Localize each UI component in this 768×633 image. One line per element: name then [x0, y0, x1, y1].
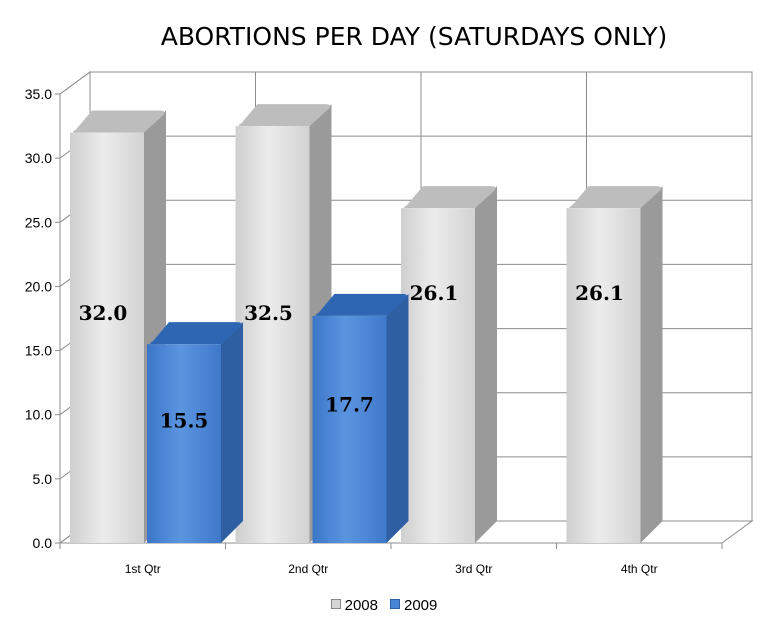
bar-front — [147, 344, 221, 543]
bar-front — [312, 315, 387, 543]
legend-entry-2009: 2009 — [390, 597, 437, 614]
data-label-2008-3: 26.1 — [410, 281, 459, 305]
y-tick-label: 0.0 — [33, 535, 53, 551]
legend-label: 2008 — [344, 597, 378, 614]
x-tick-label: 1st Qtr — [125, 562, 161, 576]
bar-front — [70, 132, 144, 543]
data-label-2008-4: 26.1 — [575, 281, 624, 305]
bar-side — [475, 186, 497, 543]
bar-top — [73, 110, 165, 133]
x-axis: 1st Qtr 2nd Qtr 3rd Qtr 4th Qtr — [59, 543, 723, 576]
y-tick-label: 5.0 — [33, 471, 53, 487]
bar-2008-3rd-qtr — [401, 186, 497, 543]
gridline — [59, 71, 752, 95]
y-tick-label: 10.0 — [25, 407, 52, 423]
data-label-2009-1: 15.5 — [160, 409, 209, 433]
bar-front — [235, 126, 310, 544]
y-tick-label: 15.0 — [25, 343, 52, 359]
bar-2008-4th-qtr — [566, 186, 663, 543]
bars — [70, 104, 663, 544]
legend-swatch — [390, 599, 400, 609]
bar-side — [221, 322, 243, 543]
y-tick-label: 35.0 — [25, 86, 52, 102]
data-label-2008-2: 32.5 — [244, 301, 293, 325]
bar-2009-2nd-qtr — [312, 293, 409, 543]
data-labels: 32.0 32.5 26.1 26.1 15.5 17.7 — [79, 281, 624, 433]
bar-top — [404, 186, 496, 209]
legend-swatch — [330, 599, 341, 609]
bar-side — [386, 293, 409, 543]
data-label-2008-1: 32.0 — [79, 301, 128, 325]
y-axis: 0.0 5.0 10.0 15.0 20.0 25.0 30.0 35.0 — [25, 86, 61, 551]
y-tick-label: 20.0 — [25, 278, 52, 294]
bar-front — [401, 208, 475, 543]
chart-title: ABORTIONS PER DAY (SATURDAYS ONLY) — [160, 22, 668, 51]
legend: 2008 2009 — [0, 597, 768, 614]
bar-top — [238, 104, 330, 127]
y-tick-label: 25.0 — [25, 214, 52, 230]
x-tick-label: 4th Qtr — [621, 562, 658, 576]
x-tick-label: 2nd Qtr — [288, 562, 328, 576]
y-tick-label: 30.0 — [25, 150, 52, 166]
bar-top — [569, 186, 661, 209]
bar-side — [640, 186, 663, 543]
bar-top — [315, 293, 407, 316]
bar-2009-1st-qtr — [147, 322, 243, 543]
data-label-2009-2: 17.7 — [325, 392, 374, 416]
legend-entry-2008: 2008 — [330, 597, 378, 614]
x-tick-label: 3rd Qtr — [455, 562, 492, 576]
bar-2008-1st-qtr — [70, 110, 166, 543]
legend-label: 2009 — [404, 597, 438, 614]
bar-front — [566, 208, 641, 543]
bar-top — [150, 322, 242, 345]
